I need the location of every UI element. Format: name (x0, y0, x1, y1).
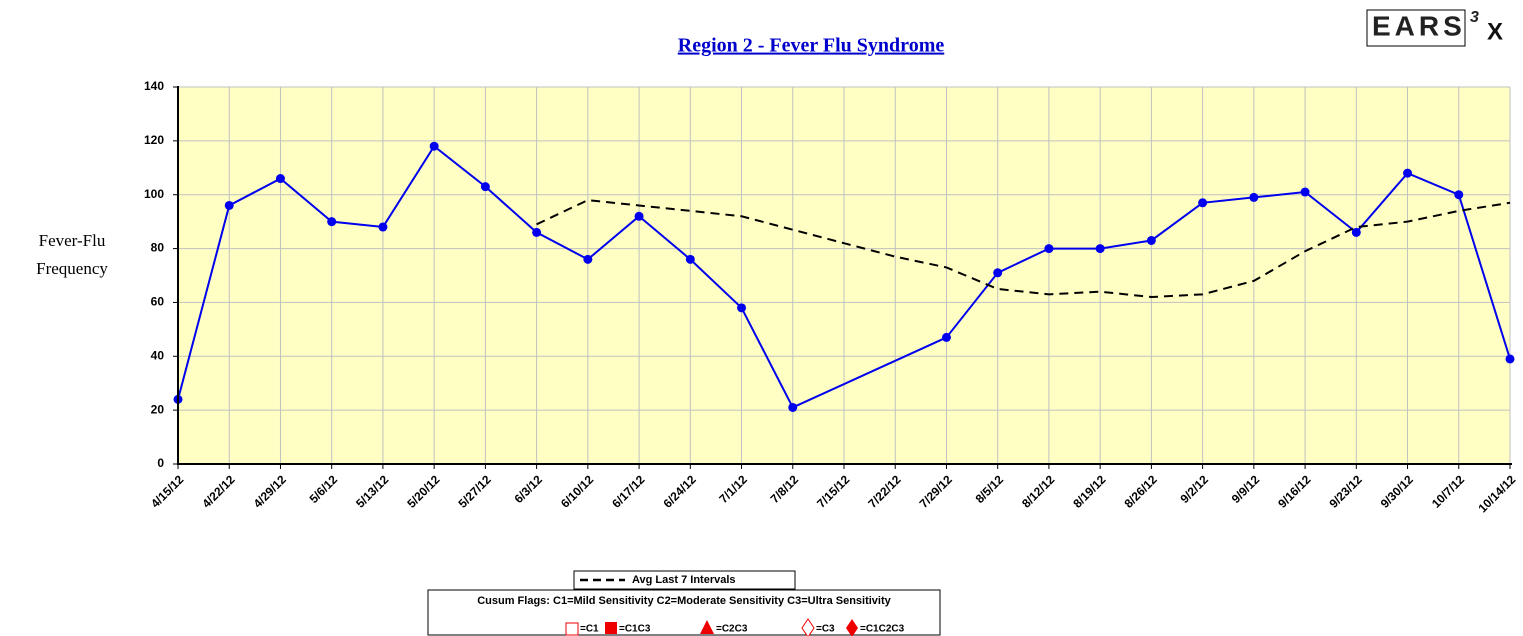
point (532, 227, 542, 237)
x-tick-label: 6/10/12 (558, 472, 596, 510)
point (275, 174, 285, 184)
point (1505, 354, 1515, 364)
y-tick-label: 80 (151, 241, 165, 255)
point (1198, 198, 1208, 208)
x-tick-label: 7/8/12 (768, 472, 802, 506)
x-tick-label: 8/5/12 (973, 472, 1007, 506)
point (685, 254, 695, 264)
logo-box (1366, 9, 1466, 47)
logo-mark: X (1487, 18, 1503, 45)
x-tick-label: 5/13/12 (353, 472, 391, 510)
logo-text: EARS (1372, 10, 1466, 41)
y-axis-label: Frequency (36, 259, 108, 278)
x-tick-label: 9/9/12 (1229, 472, 1263, 506)
x-tick-label: 9/2/12 (1177, 472, 1211, 506)
x-tick-label: 7/1/12 (716, 472, 750, 506)
x-tick-label: 5/6/12 (307, 472, 341, 506)
point (429, 141, 439, 151)
cusum-box (427, 589, 941, 636)
point (1044, 244, 1054, 254)
x-tick-label: 4/22/12 (199, 472, 237, 510)
point (737, 303, 747, 313)
y-tick-label: 120 (144, 133, 164, 147)
x-tick-label: 10/7/12 (1429, 472, 1467, 510)
x-tick-label: 9/16/12 (1275, 472, 1313, 510)
x-tick-label: 7/15/12 (814, 472, 852, 510)
x-tick-label: 9/30/12 (1378, 472, 1416, 510)
point (1146, 235, 1156, 245)
flag-icon (565, 622, 579, 636)
y-tick-label: 20 (151, 402, 165, 416)
flag-label: =C1 (580, 624, 599, 635)
x-tick-label: 7/22/12 (865, 472, 903, 510)
point (583, 254, 593, 264)
chart-title: Region 2 - Fever Flu Syndrome (678, 35, 945, 57)
legend-label: Avg Last 7 Intervals (632, 574, 736, 586)
x-tick-label: 4/15/12 (148, 472, 186, 510)
y-tick-label: 40 (151, 348, 165, 362)
point (993, 268, 1003, 278)
x-tick-label: 5/20/12 (404, 472, 442, 510)
y-tick-label: 60 (151, 295, 165, 309)
x-tick-label: 4/29/12 (251, 472, 289, 510)
point (1351, 227, 1361, 237)
flag-icon (700, 620, 714, 634)
series-line (536, 199, 1511, 299)
cusum-title: Cusum Flags: C1=Mild Sensitivity C2=Mode… (477, 595, 891, 607)
point (788, 402, 798, 412)
flag-icon (801, 618, 815, 636)
logo-sup: 3 (1470, 9, 1479, 26)
flag-label: =C3 (816, 624, 835, 635)
point (941, 332, 951, 342)
series-line (945, 171, 1511, 360)
point (224, 200, 234, 210)
point (1454, 190, 1464, 200)
x-tick-label: 9/23/12 (1326, 472, 1364, 510)
point (1249, 192, 1259, 202)
point (480, 182, 490, 192)
gap-connector (792, 336, 947, 409)
x-tick-label: 6/24/12 (660, 472, 698, 510)
flag-icon (846, 619, 858, 636)
flag-label: =C1C2C3 (860, 624, 905, 635)
point (1300, 187, 1310, 197)
marks (173, 141, 1515, 412)
x-tick-label: 7/29/12 (917, 472, 955, 510)
legend-box (573, 570, 796, 590)
flag-label: =C1C3 (619, 624, 651, 635)
y-tick-label: 0 (157, 456, 164, 470)
x-tick-label: 6/17/12 (609, 472, 647, 510)
point (1403, 168, 1413, 178)
x-tick-label: 8/19/12 (1070, 472, 1108, 510)
y-axis-label: Fever-Flu (39, 231, 106, 250)
y-tick-label: 140 (144, 79, 164, 93)
x-tick-label: 5/27/12 (456, 472, 494, 510)
logo: EARS 3 X (1366, 9, 1503, 47)
x-tick-label: 8/26/12 (1122, 472, 1160, 510)
y-tick-label: 100 (144, 187, 164, 201)
x-tick-label: 8/12/12 (1019, 472, 1057, 510)
flag-label: =C2C3 (716, 624, 748, 635)
point (327, 217, 337, 227)
point (378, 222, 388, 232)
legend: Avg Last 7 Intervals Cusum Flags: C1=Mil… (427, 570, 941, 636)
point (634, 211, 644, 221)
point (1095, 244, 1105, 254)
flag-icon (605, 622, 617, 634)
x-tick-label: 10/14/12 (1475, 472, 1518, 515)
x-tick-label: 6/3/12 (511, 472, 545, 506)
